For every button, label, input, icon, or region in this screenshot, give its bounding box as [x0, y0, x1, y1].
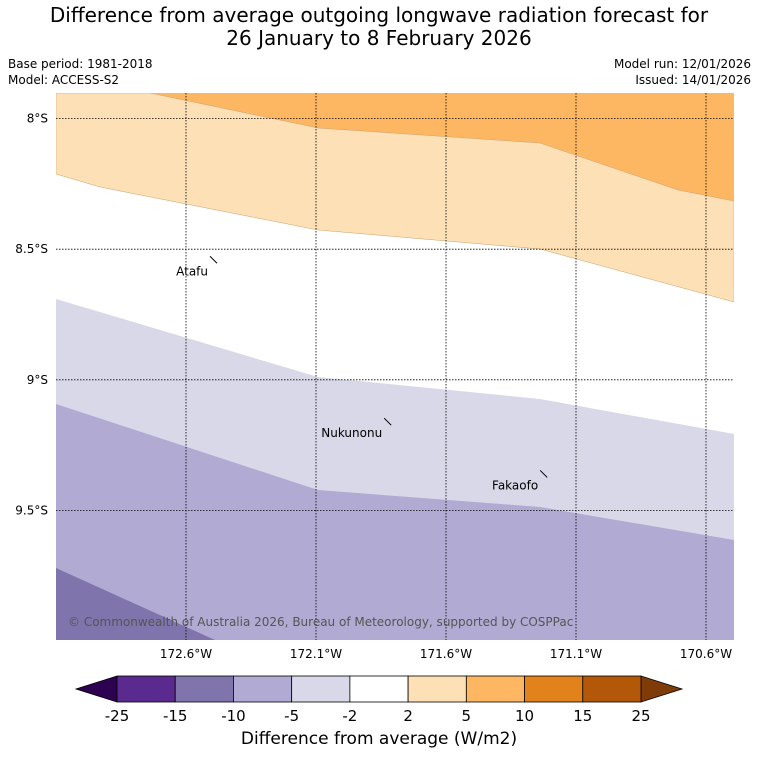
- colorbar-tick-label: 25: [631, 707, 650, 725]
- colorbar-segment: [524, 675, 584, 703]
- lon-tick-label: 172.1°W: [290, 647, 342, 661]
- lon-tick-label: 170.6°W: [680, 647, 732, 661]
- colorbar-tick-label: 15: [573, 707, 592, 725]
- colorbar-tick-label: -25: [105, 707, 130, 725]
- anomaly-band-5-10: [56, 93, 734, 201]
- anomaly-band-neg10-neg15: [56, 568, 215, 640]
- colorbar-segment: [407, 675, 467, 703]
- colorbar-tick-label: -15: [163, 707, 188, 725]
- issued-date: Issued: 14/01/2026: [635, 73, 751, 87]
- graticule: [56, 93, 734, 640]
- title-line-2: 26 January to 8 February 2026: [226, 26, 532, 50]
- anomaly-band-neg5-neg10: [56, 404, 734, 640]
- anomaly-band-2-5: [56, 93, 734, 303]
- model-name: Model: ACCESS-S2: [8, 73, 120, 87]
- atoll-outline: [383, 417, 392, 426]
- colorbar-tick-label: 2: [403, 707, 413, 725]
- colorbar-segment: [174, 675, 234, 703]
- atoll-outline: [209, 255, 218, 264]
- colorbar-over-extend: [640, 675, 684, 703]
- atoll-outline: [539, 470, 548, 478]
- base-period: Base period: 1981-2018: [8, 57, 153, 71]
- colorbar: -25 -15 -10 -5 -2 2 5 10 15 25: [74, 675, 684, 725]
- title-line-1: Difference from average outgoing longwav…: [49, 3, 709, 27]
- colorbar-segment: [349, 675, 409, 703]
- model-run: Model run: 12/01/2026: [613, 57, 751, 71]
- axis-labels: 8°S 8.5°S 9°S 9.5°S 172.6°W 172.1°W 171.6°W 171…: [15, 112, 732, 661]
- lat-tick-label: 8.5°S: [15, 242, 48, 256]
- place-label: Nukunonu: [321, 426, 382, 440]
- colorbar-segment: [291, 675, 351, 703]
- colorbar-segment: [582, 675, 642, 703]
- lon-tick-label: 171.6°W: [420, 647, 472, 661]
- colorbar-segment: [116, 675, 176, 703]
- colorbar-segment: [233, 675, 293, 703]
- meta-left: Base period: 1981-2018 Model: ACCESS-S2: [8, 56, 153, 88]
- copyright-notice: © Commonwealth of Australia 2026, Bureau…: [68, 615, 573, 629]
- lat-tick-label: 9.5°S: [15, 503, 48, 517]
- colorbar-tick-label: -10: [221, 707, 246, 725]
- colorbar-under-extend: [74, 675, 118, 703]
- place-label: Fakaofo: [492, 478, 538, 492]
- lat-tick-label: 8°S: [27, 112, 48, 126]
- colorbar-segment: [465, 675, 525, 703]
- colorbar-tick-label: -2: [342, 707, 357, 725]
- chart-title: Difference from average outgoing longwav…: [0, 4, 758, 50]
- lon-tick-label: 171.1°W: [550, 647, 602, 661]
- colorbar-tick-label: 5: [462, 707, 472, 725]
- colorbar-tick-label: -5: [284, 707, 299, 725]
- colorbar-tick-label: 10: [515, 707, 534, 725]
- lon-tick-label: 172.6°W: [160, 647, 212, 661]
- meta-right: Model run: 12/01/2026 Issued: 14/01/2026: [614, 56, 751, 88]
- map-plot-area: © Commonwealth of Australia 2026, Bureau…: [56, 93, 734, 640]
- lat-tick-label: 9°S: [27, 373, 48, 387]
- colorbar-label: Difference from average (W/m2): [240, 729, 518, 749]
- place-markers: Atafu Nukunonu Fakaofo: [176, 255, 548, 492]
- place-label: Atafu: [176, 264, 208, 278]
